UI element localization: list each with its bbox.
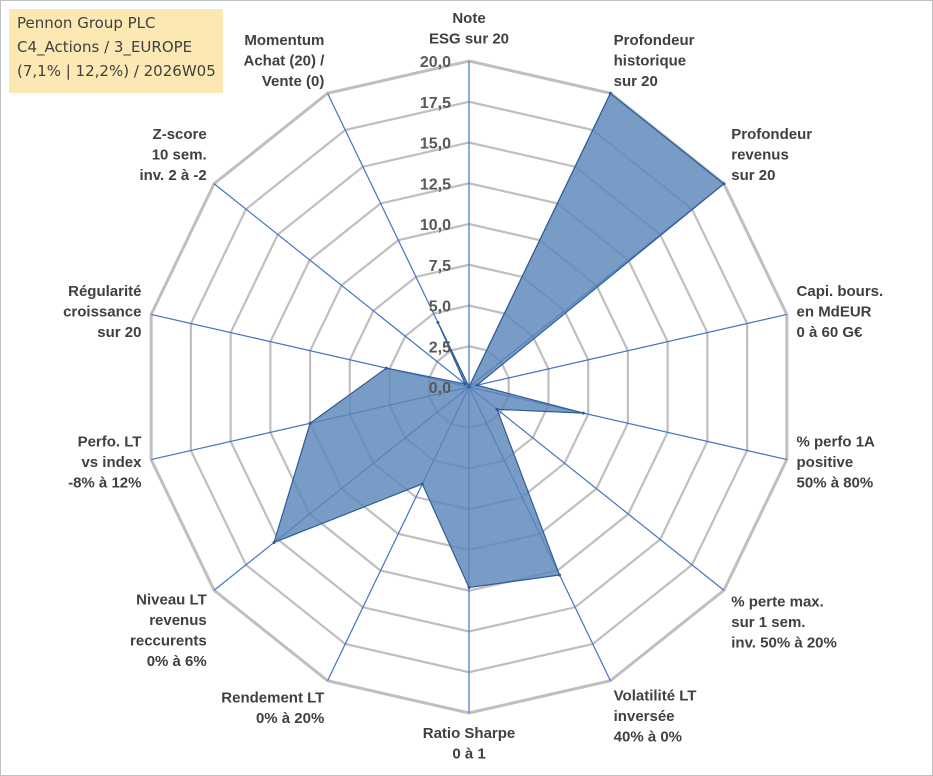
axis-label-line: % perfo 1A xyxy=(797,433,876,450)
category-label: C4_Actions / 3_EUROPE xyxy=(17,38,193,56)
tick-label: 2,5 xyxy=(429,339,451,356)
data-point xyxy=(495,407,499,411)
axis-label-line: reccurents xyxy=(130,633,207,650)
data-point xyxy=(420,482,424,486)
axis-label-line: sur 20 xyxy=(731,167,775,184)
axis-label-line: Rendement LT xyxy=(221,689,324,706)
axis-label-line: sur 20 xyxy=(97,324,141,341)
axis-label-line: -8% à 12% xyxy=(68,474,141,491)
axis-label-line: 0% à 20% xyxy=(256,710,324,727)
data-point xyxy=(384,366,388,370)
axis-label-line: Capi. bours. xyxy=(797,283,884,300)
axis-label-line: 40% à 0% xyxy=(614,728,682,745)
axis-label-line: 0% à 6% xyxy=(147,653,207,670)
data-point xyxy=(463,382,467,386)
axis-label-line: Niveau LT xyxy=(136,592,207,609)
axis-label-line: sur 20 xyxy=(614,73,658,90)
tick-label: 7,5 xyxy=(429,258,451,275)
axis-label-line: 0 à 60 G€ xyxy=(797,324,864,341)
axis-label-line: 50% à 80% xyxy=(797,474,874,491)
data-point xyxy=(722,182,726,186)
tick-label: 15,0 xyxy=(420,136,451,153)
axis-label-line: Profondeur xyxy=(614,32,695,49)
axis-label-line: Achat (20) / xyxy=(243,53,325,70)
data-point xyxy=(558,573,562,577)
axis-spoke xyxy=(468,386,725,591)
axis-label-line: inversée xyxy=(614,708,675,725)
axis-label-line: % perte max. xyxy=(731,594,824,611)
axis-label-line: Régularité xyxy=(68,283,141,300)
series-area xyxy=(273,92,725,589)
axis-label-line: Momentum xyxy=(244,32,324,49)
data-point xyxy=(608,91,612,95)
axis-label-line: sur 1 sem. xyxy=(731,614,805,631)
company-name: Pennon Group PLC xyxy=(17,14,156,32)
axis-label-line: 0 à 1 xyxy=(452,746,485,763)
axis-label-line: Z-score xyxy=(153,126,207,143)
axis-label-line: croissance xyxy=(63,304,141,321)
data-point xyxy=(475,383,479,387)
info-box: Pennon Group PLC C4_Actions / 3_EUROPE (… xyxy=(9,9,223,93)
axis-label-line: inv. 2 à -2 xyxy=(139,167,206,184)
tick-label: 5,0 xyxy=(429,299,451,316)
period-label: (7,1% | 12,2%) / 2026W05 xyxy=(17,62,216,80)
axis-label-line: ESG sur 20 xyxy=(429,31,509,48)
tick-label: 17,5 xyxy=(420,95,451,112)
axis-label-line: revenus xyxy=(731,146,789,163)
axis-label-line: Perfo. LT xyxy=(78,433,142,450)
axis-spoke xyxy=(468,313,787,388)
data-point xyxy=(581,411,585,415)
axis-label-line: historique xyxy=(614,53,687,70)
data-point xyxy=(308,421,312,425)
axis-spoke xyxy=(213,183,470,388)
axis-label-line: Profondeur xyxy=(731,126,812,143)
tick-label: 0,0 xyxy=(429,380,451,397)
axis-label-line: inv. 50% à 20% xyxy=(731,635,837,652)
axis-label-line: Ratio Sharpe xyxy=(423,725,516,742)
axis-label-line: vs index xyxy=(81,454,142,471)
tick-label: 12,5 xyxy=(420,176,451,193)
data-point xyxy=(467,385,471,389)
tick-label: 10,0 xyxy=(420,217,451,234)
data-point xyxy=(467,585,471,589)
axis-label-line: Volatilité LT xyxy=(614,687,697,704)
axis-label-line: 10 sem. xyxy=(152,146,207,163)
data-point xyxy=(272,540,276,544)
axis-label-line: positive xyxy=(797,454,854,471)
tick-label: 20,0 xyxy=(420,54,451,71)
axis-label-line: en MdEUR xyxy=(797,304,872,321)
axis-label-line: revenus xyxy=(149,612,207,629)
data-point xyxy=(436,320,440,324)
axis-label-line: Note xyxy=(452,10,485,27)
axis-label-line: Vente (0) xyxy=(262,73,325,90)
